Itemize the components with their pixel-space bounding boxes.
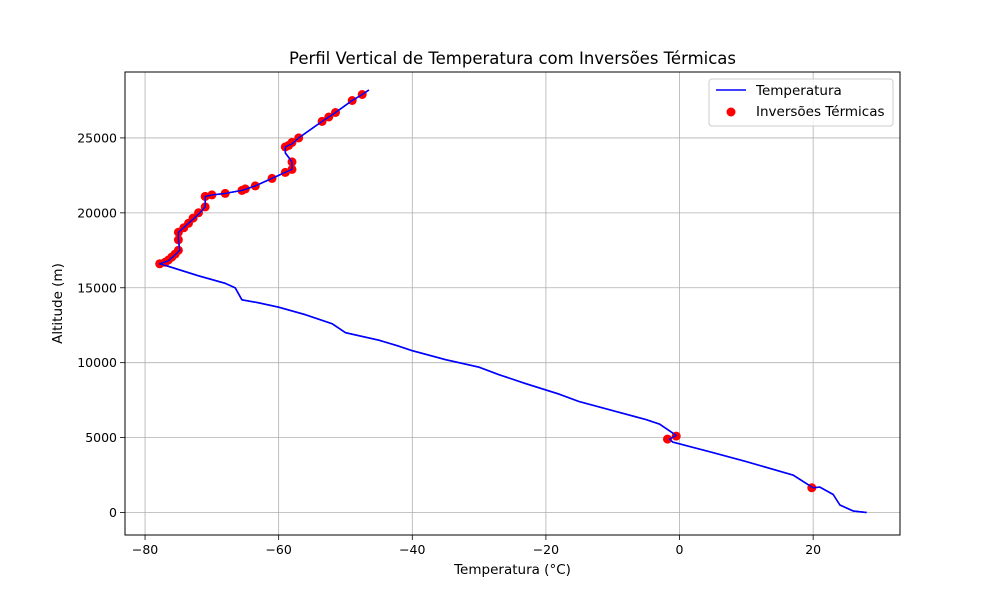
x-tick-label: −80 <box>132 542 158 557</box>
axis-ticks: −80 −60 −40 −20 0 20 0 5000 10000 15000 20000 25000 <box>77 130 821 557</box>
x-axis-label: Temperatura (°C) <box>453 562 571 578</box>
y-tick-label: 20000 <box>77 205 117 220</box>
y-tick-label: 25000 <box>77 130 117 145</box>
y-tick-label: 0 <box>109 505 117 520</box>
legend: Temperatura Inversões Térmicas <box>708 78 894 127</box>
temperature-line-overlay <box>158 89 867 514</box>
inversion-point <box>194 208 203 218</box>
x-tick-label: −20 <box>533 542 559 557</box>
inversion-point <box>173 245 183 255</box>
axes-frame <box>124 71 901 536</box>
chart-title: Perfil Vertical de Temperatura com Inver… <box>289 49 736 68</box>
legend-label-temperatura: Temperatura <box>755 83 842 99</box>
y-axis-label: Altitude (m) <box>50 263 66 344</box>
legend-marker-swatch <box>726 107 736 117</box>
x-tick-label: 20 <box>805 542 821 557</box>
x-tick-label: −40 <box>399 542 425 557</box>
legend-box <box>708 78 894 127</box>
legend-label-inversoes: Inversões Térmicas <box>756 104 885 120</box>
x-tick-label: 0 <box>676 542 684 557</box>
grid <box>125 72 900 535</box>
y-tick-label: 15000 <box>77 280 117 295</box>
inversion-point <box>663 434 672 444</box>
plot-area <box>155 89 867 514</box>
x-tick-label: −60 <box>265 542 291 557</box>
y-tick-label: 5000 <box>85 430 117 445</box>
y-tick-label: 10000 <box>77 355 117 370</box>
